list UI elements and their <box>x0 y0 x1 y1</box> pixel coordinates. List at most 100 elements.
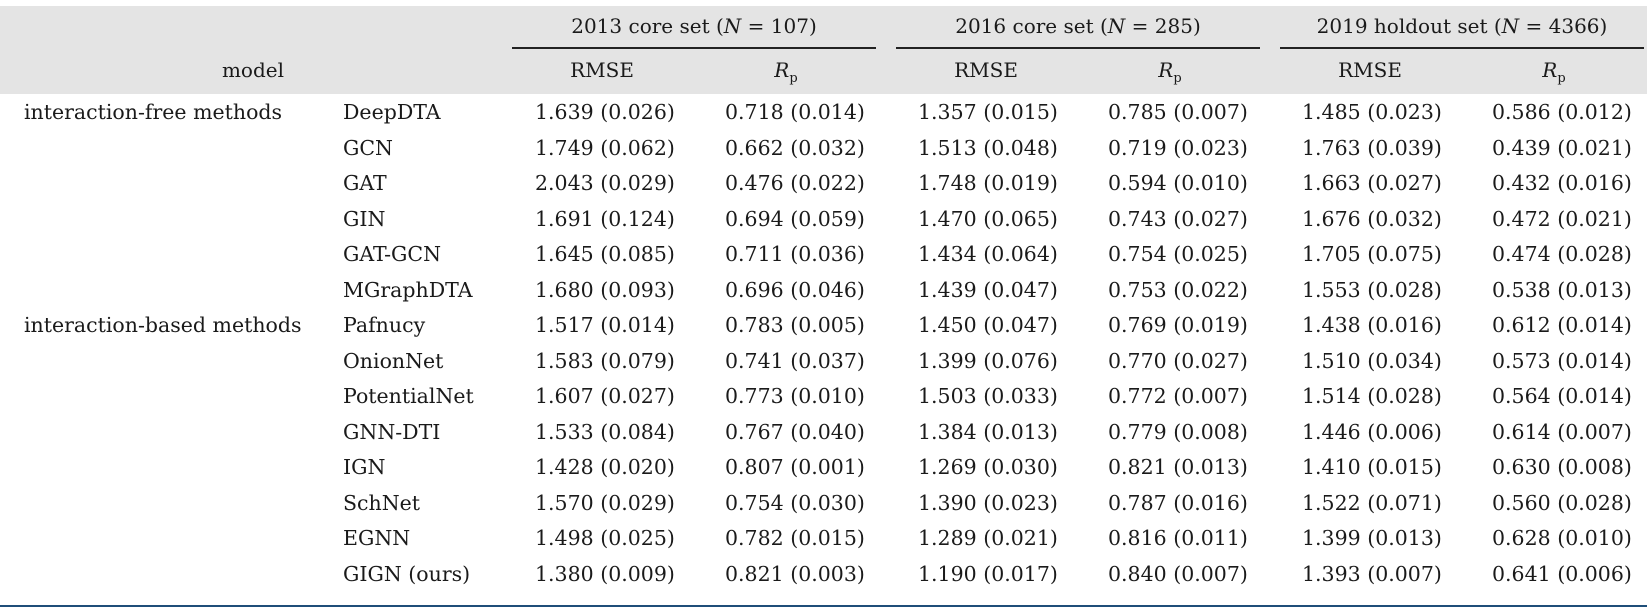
table-row: GAT 2.043 (0.029) 0.476 (0.022) 1.748 (0… <box>0 166 1647 201</box>
rp-2019-cell: 0.564 (0.014) <box>1492 384 1632 408</box>
rp-2016-cell: 0.779 (0.008) <box>1108 419 1248 444</box>
rmse-2016-cell: 1.470 (0.065) <box>918 206 1058 231</box>
table-row: MGraphDTA 1.680 (0.093) 0.696 (0.046) 1.… <box>0 273 1647 308</box>
rp-2016-cell: 0.787 (0.016) <box>1108 490 1248 515</box>
group-2016-n: N <box>1107 14 1126 38</box>
model-cell: DeepDTA <box>343 100 441 124</box>
rp-2016-cell: 0.753 (0.022) <box>1108 277 1248 302</box>
rp-letter: R <box>774 58 790 82</box>
rmse-2016-cell: 1.357 (0.015) <box>918 100 1058 124</box>
category-cell: interaction-free methods <box>24 100 283 124</box>
rmse-2016-cell: 1.399 (0.076) <box>918 348 1058 373</box>
rmse-2013-cell: 1.645 (0.085) <box>535 242 675 266</box>
rmse-2019-cell: 1.522 (0.071) <box>1302 490 1442 515</box>
model-cell: GCN <box>343 135 393 160</box>
rmse-2019-cell: 1.485 (0.023) <box>1302 100 1442 124</box>
rmse-2016-cell: 1.390 (0.023) <box>918 490 1058 515</box>
rmse-2019-cell: 1.399 (0.013) <box>1302 526 1442 550</box>
group-2016-prefix: 2016 core set ( <box>955 14 1108 38</box>
rp-2016-cell: 0.821 (0.013) <box>1108 455 1248 479</box>
table-header-background <box>0 6 1647 94</box>
model-cell: GAT <box>343 171 387 195</box>
rmse-2016-cell: 1.269 (0.030) <box>918 455 1058 479</box>
model-cell: GIN <box>343 206 386 231</box>
model-cell: EGNN <box>343 526 411 550</box>
model-column-header: model <box>221 58 284 82</box>
rmse-header-2019: RMSE <box>1338 58 1402 82</box>
rp-2016-cell: 0.772 (0.007) <box>1108 384 1248 408</box>
rp-2013-cell: 0.821 (0.003) <box>725 561 865 586</box>
rp-2019-cell: 0.538 (0.013) <box>1492 277 1632 302</box>
rmse-2013-cell: 1.380 (0.009) <box>535 561 675 586</box>
rp-subscript: p <box>1173 71 1182 86</box>
rmse-2019-cell: 1.705 (0.075) <box>1302 242 1442 266</box>
rmse-2016-cell: 1.748 (0.019) <box>918 171 1058 195</box>
rp-2013-cell: 0.807 (0.001) <box>725 455 865 479</box>
model-cell: OnionNet <box>343 348 444 373</box>
rmse-2019-cell: 1.553 (0.028) <box>1302 277 1442 302</box>
rp-2019-cell: 0.614 (0.007) <box>1492 419 1632 444</box>
rmse-2016-cell: 1.450 (0.047) <box>918 313 1058 337</box>
rmse-2019-cell: 1.676 (0.032) <box>1302 206 1442 231</box>
model-cell: Pafnucy <box>343 313 426 337</box>
rmse-2016-cell: 1.439 (0.047) <box>918 277 1058 302</box>
rmse-2016-cell: 1.289 (0.021) <box>918 526 1058 550</box>
group-2013-n: N <box>723 14 742 38</box>
model-cell: GNN-DTI <box>343 419 441 444</box>
table-row: GIGN (ours) 1.380 (0.009) 0.821 (0.003) … <box>0 557 1647 592</box>
group-2016-suffix: = 285) <box>1125 14 1201 38</box>
rp-2019-cell: 0.630 (0.008) <box>1492 455 1632 479</box>
rp-2013-cell: 0.767 (0.040) <box>725 419 865 444</box>
rp-2016-cell: 0.840 (0.007) <box>1108 561 1248 586</box>
model-cell: GIGN (ours) <box>343 561 471 586</box>
rmse-2016-cell: 1.513 (0.048) <box>918 135 1058 160</box>
table-row: interaction-free methods DeepDTA 1.639 (… <box>0 95 1647 130</box>
rp-2019-cell: 0.573 (0.014) <box>1492 348 1632 373</box>
rmse-2013-cell: 1.749 (0.062) <box>535 135 675 160</box>
rmse-2019-cell: 1.663 (0.027) <box>1302 171 1442 195</box>
rp-letter: R <box>1542 58 1558 82</box>
rmse-2016-cell: 1.190 (0.017) <box>918 561 1058 586</box>
rmse-2013-cell: 2.043 (0.029) <box>535 171 675 195</box>
rp-subscript: p <box>1557 71 1566 86</box>
rmse-2013-cell: 1.607 (0.027) <box>535 384 675 408</box>
rmse-2013-cell: 1.583 (0.079) <box>535 348 675 373</box>
group-2013-suffix: = 107) <box>741 14 817 38</box>
rp-2019-cell: 0.560 (0.028) <box>1492 490 1632 515</box>
group-rule-2016 <box>896 47 1260 49</box>
rp-subscript: p <box>789 71 798 86</box>
rp-2013-cell: 0.718 (0.014) <box>725 100 865 124</box>
rmse-2013-cell: 1.680 (0.093) <box>535 277 675 302</box>
table-row: EGNN 1.498 (0.025) 0.782 (0.015) 1.289 (… <box>0 521 1647 556</box>
rp-2016-cell: 0.816 (0.011) <box>1108 526 1248 550</box>
rp-2013-cell: 0.782 (0.015) <box>725 526 865 550</box>
rp-header-2019: Rp <box>1464 56 1644 93</box>
rp-2019-cell: 0.472 (0.021) <box>1492 206 1632 231</box>
rmse-2019-cell: 1.446 (0.006) <box>1302 419 1442 444</box>
group-2013-prefix: 2013 core set ( <box>571 14 724 38</box>
table-row: SchNet 1.570 (0.029) 0.754 (0.030) 1.390… <box>0 486 1647 521</box>
rmse-2019-cell: 1.438 (0.016) <box>1302 313 1442 337</box>
rmse-2019-cell: 1.410 (0.015) <box>1302 455 1442 479</box>
model-cell: GAT-GCN <box>343 242 442 266</box>
rp-2013-cell: 0.694 (0.059) <box>725 206 865 231</box>
group-2019-n: N <box>1501 14 1520 38</box>
rp-2013-cell: 0.696 (0.046) <box>725 277 865 302</box>
rmse-2013-cell: 1.498 (0.025) <box>535 526 675 550</box>
rmse-2013-cell: 1.517 (0.014) <box>535 313 675 337</box>
table-row: GIN 1.691 (0.124) 0.694 (0.059) 1.470 (0… <box>0 202 1647 237</box>
rmse-2019-cell: 1.514 (0.028) <box>1302 384 1442 408</box>
rp-2019-cell: 0.641 (0.006) <box>1492 561 1632 586</box>
table-row: GAT-GCN 1.645 (0.085) 0.711 (0.036) 1.43… <box>0 237 1647 272</box>
rp-2013-cell: 0.773 (0.010) <box>725 384 865 408</box>
rp-2019-cell: 0.628 (0.010) <box>1492 526 1632 550</box>
group-rule-2019 <box>1280 47 1644 49</box>
rp-2016-cell: 0.754 (0.025) <box>1108 242 1248 266</box>
group-header-2013: 2013 core set (N = 107) <box>512 12 876 52</box>
rmse-header-2013: RMSE <box>570 58 634 82</box>
rmse-2016-cell: 1.503 (0.033) <box>918 384 1058 408</box>
rp-2016-cell: 0.594 (0.010) <box>1108 171 1248 195</box>
rp-2019-cell: 0.432 (0.016) <box>1492 171 1632 195</box>
group-2019-suffix: = 4366) <box>1519 14 1608 38</box>
rmse-2019-cell: 1.393 (0.007) <box>1302 561 1442 586</box>
